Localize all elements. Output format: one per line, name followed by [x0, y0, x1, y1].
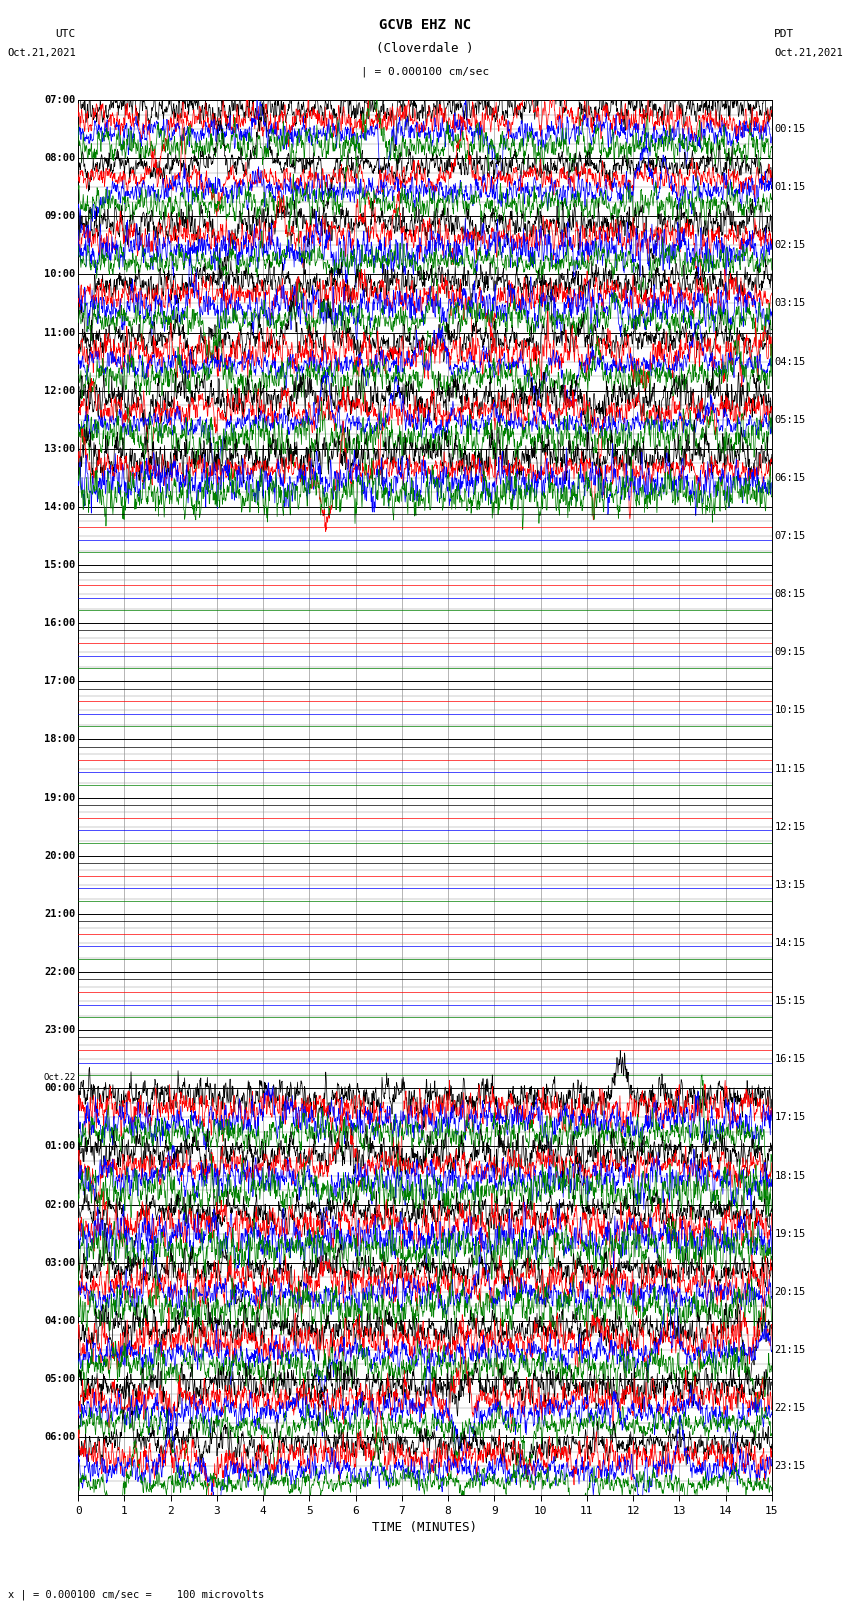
Text: 16:00: 16:00	[44, 618, 76, 627]
Text: 06:00: 06:00	[44, 1432, 76, 1442]
Text: PDT: PDT	[774, 29, 795, 39]
Text: 13:00: 13:00	[44, 444, 76, 453]
Text: 02:15: 02:15	[774, 240, 806, 250]
Text: 07:15: 07:15	[774, 531, 806, 540]
Text: 06:15: 06:15	[774, 473, 806, 482]
Text: 10:00: 10:00	[44, 269, 76, 279]
Text: 16:15: 16:15	[774, 1055, 806, 1065]
Text: 03:15: 03:15	[774, 298, 806, 308]
Text: 12:15: 12:15	[774, 821, 806, 832]
Text: 01:00: 01:00	[44, 1142, 76, 1152]
Text: 21:00: 21:00	[44, 908, 76, 919]
Text: 17:00: 17:00	[44, 676, 76, 687]
Text: 11:15: 11:15	[774, 763, 806, 774]
Text: 19:00: 19:00	[44, 792, 76, 803]
X-axis label: TIME (MINUTES): TIME (MINUTES)	[372, 1521, 478, 1534]
Text: 17:15: 17:15	[774, 1113, 806, 1123]
Text: 04:15: 04:15	[774, 356, 806, 366]
Text: 11:00: 11:00	[44, 327, 76, 337]
Text: Oct.22: Oct.22	[43, 1073, 76, 1082]
Text: 00:00: 00:00	[44, 1084, 76, 1094]
Text: 01:15: 01:15	[774, 182, 806, 192]
Text: 15:00: 15:00	[44, 560, 76, 569]
Text: (Cloverdale ): (Cloverdale )	[377, 42, 473, 55]
Text: 19:15: 19:15	[774, 1229, 806, 1239]
Text: 18:15: 18:15	[774, 1171, 806, 1181]
Text: 04:00: 04:00	[44, 1316, 76, 1326]
Text: Oct.21,2021: Oct.21,2021	[774, 48, 843, 58]
Text: 05:00: 05:00	[44, 1374, 76, 1384]
Text: 20:00: 20:00	[44, 850, 76, 861]
Text: 03:00: 03:00	[44, 1258, 76, 1268]
Text: 07:00: 07:00	[44, 95, 76, 105]
Text: 05:15: 05:15	[774, 415, 806, 424]
Text: 09:00: 09:00	[44, 211, 76, 221]
Text: GCVB EHZ NC: GCVB EHZ NC	[379, 18, 471, 32]
Text: 00:15: 00:15	[774, 124, 806, 134]
Text: 12:00: 12:00	[44, 386, 76, 395]
Text: 13:15: 13:15	[774, 879, 806, 890]
Text: 14:15: 14:15	[774, 939, 806, 948]
Text: UTC: UTC	[55, 29, 76, 39]
Text: 20:15: 20:15	[774, 1287, 806, 1297]
Text: 18:00: 18:00	[44, 734, 76, 745]
Text: 23:00: 23:00	[44, 1026, 76, 1036]
Text: 09:15: 09:15	[774, 647, 806, 656]
Text: x | = 0.000100 cm/sec =    100 microvolts: x | = 0.000100 cm/sec = 100 microvolts	[8, 1589, 264, 1600]
Text: 02:00: 02:00	[44, 1200, 76, 1210]
Text: | = 0.000100 cm/sec: | = 0.000100 cm/sec	[361, 66, 489, 77]
Text: 15:15: 15:15	[774, 997, 806, 1007]
Text: Oct.21,2021: Oct.21,2021	[7, 48, 76, 58]
Text: 14:00: 14:00	[44, 502, 76, 511]
Text: 08:15: 08:15	[774, 589, 806, 598]
Text: 21:15: 21:15	[774, 1345, 806, 1355]
Text: 22:00: 22:00	[44, 968, 76, 977]
Text: 22:15: 22:15	[774, 1403, 806, 1413]
Text: 10:15: 10:15	[774, 705, 806, 716]
Text: 23:15: 23:15	[774, 1461, 806, 1471]
Text: 08:00: 08:00	[44, 153, 76, 163]
